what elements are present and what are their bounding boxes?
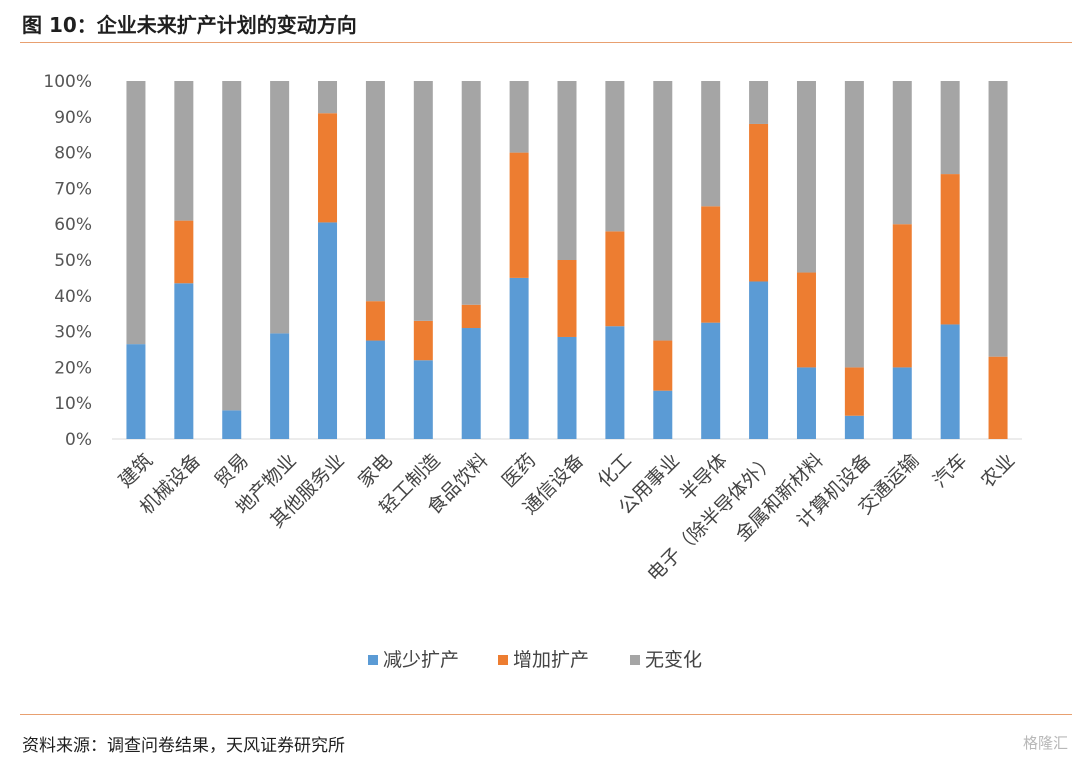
legend-label: 增加扩产 bbox=[513, 649, 589, 671]
bar-segment bbox=[844, 367, 864, 416]
bar-segment bbox=[318, 81, 338, 114]
y-tick-label: 0% bbox=[65, 430, 92, 450]
bar-segment bbox=[413, 81, 433, 321]
bar-segment bbox=[653, 340, 673, 391]
bar-segment bbox=[653, 81, 673, 341]
y-tick-label: 50% bbox=[54, 251, 92, 271]
bar-segment bbox=[126, 344, 146, 439]
x-category-label: 家电 bbox=[354, 450, 396, 492]
bar-segment bbox=[509, 152, 529, 278]
bar-segment bbox=[365, 340, 385, 439]
bar-segment bbox=[174, 220, 194, 284]
bar-segment bbox=[461, 304, 481, 329]
bar-segment bbox=[461, 81, 481, 305]
bar-segment bbox=[365, 81, 385, 302]
bar-segment bbox=[796, 272, 816, 368]
bar-segment bbox=[461, 328, 481, 439]
bar-segment bbox=[222, 410, 242, 439]
y-tick-label: 10% bbox=[54, 394, 92, 414]
bar-segment bbox=[749, 81, 769, 124]
y-tick-label: 70% bbox=[54, 179, 92, 199]
source-note: 资料来源：调查问卷结果，天风证券研究所 bbox=[22, 736, 345, 756]
x-category-label: 化工 bbox=[594, 450, 636, 492]
bar-segment bbox=[605, 326, 625, 439]
x-category-label: 汽车 bbox=[929, 450, 971, 492]
x-category-label: 贸易 bbox=[210, 450, 252, 492]
bar-segment bbox=[701, 206, 721, 323]
legend-label: 无变化 bbox=[645, 649, 702, 671]
watermark-logo: 格隆汇 bbox=[1022, 734, 1068, 752]
legend-swatch bbox=[368, 655, 378, 665]
chart-bars bbox=[126, 81, 1008, 439]
bar-segment bbox=[557, 336, 577, 439]
bar-segment bbox=[509, 277, 529, 439]
bar-segment bbox=[940, 174, 960, 325]
bar-segment bbox=[270, 333, 290, 439]
legend-swatch bbox=[630, 655, 640, 665]
bar-segment bbox=[749, 281, 769, 439]
bar-segment bbox=[174, 81, 194, 221]
bar-segment bbox=[222, 81, 242, 411]
bar-segment bbox=[988, 81, 1008, 357]
bar-segment bbox=[174, 283, 194, 439]
bar-segment bbox=[701, 322, 721, 439]
bar-segment bbox=[318, 222, 338, 439]
bar-segment bbox=[749, 123, 769, 282]
bar-segment bbox=[126, 81, 146, 345]
bar-segment bbox=[605, 231, 625, 327]
bar-segment bbox=[509, 81, 529, 153]
footer-divider bbox=[20, 714, 1072, 715]
x-category-label: 建筑 bbox=[115, 450, 157, 492]
x-category-label: 医药 bbox=[498, 450, 540, 492]
x-category-label: 农业 bbox=[977, 450, 1019, 492]
bar-segment bbox=[653, 390, 673, 439]
bar-segment bbox=[892, 224, 912, 368]
y-tick-label: 80% bbox=[54, 144, 92, 164]
chart-legend: 减少扩产 增加扩产 无变化 bbox=[368, 649, 702, 671]
stacked-bar-chart: 0% 10% 20% 30% 40% 50% 60% 70% 80% 90% 100% 建筑机械设备… bbox=[43, 72, 1022, 671]
y-tick-label: 100% bbox=[43, 72, 92, 92]
bar-segment bbox=[365, 301, 385, 341]
bar-segment bbox=[796, 367, 816, 439]
bar-segment bbox=[844, 415, 864, 439]
y-tick-label: 20% bbox=[54, 358, 92, 378]
y-tick-label: 60% bbox=[54, 215, 92, 235]
bar-segment bbox=[557, 260, 577, 337]
bar-segment bbox=[796, 81, 816, 273]
y-tick-label: 90% bbox=[54, 108, 92, 128]
y-axis-tick-labels: 0% 10% 20% 30% 40% 50% 60% 70% 80% 90% 100% bbox=[43, 72, 92, 450]
bar-segment bbox=[413, 360, 433, 439]
bar-segment bbox=[557, 81, 577, 260]
bar-segment bbox=[988, 356, 1008, 439]
y-tick-label: 40% bbox=[54, 287, 92, 307]
bar-segment bbox=[270, 81, 290, 334]
figure-title: 图 10：企业未来扩产计划的变动方向 bbox=[22, 13, 357, 37]
bar-segment bbox=[413, 320, 433, 361]
legend-label: 减少扩产 bbox=[383, 649, 459, 671]
bar-segment bbox=[940, 324, 960, 439]
bar-segment bbox=[940, 81, 960, 175]
bar-segment bbox=[318, 113, 338, 223]
bar-segment bbox=[892, 367, 912, 439]
y-tick-label: 30% bbox=[54, 323, 92, 343]
bar-segment bbox=[701, 81, 721, 207]
bar-segment bbox=[892, 81, 912, 225]
legend-swatch bbox=[498, 655, 508, 665]
bar-segment bbox=[605, 81, 625, 232]
title-divider bbox=[20, 42, 1072, 43]
bar-segment bbox=[844, 81, 864, 368]
